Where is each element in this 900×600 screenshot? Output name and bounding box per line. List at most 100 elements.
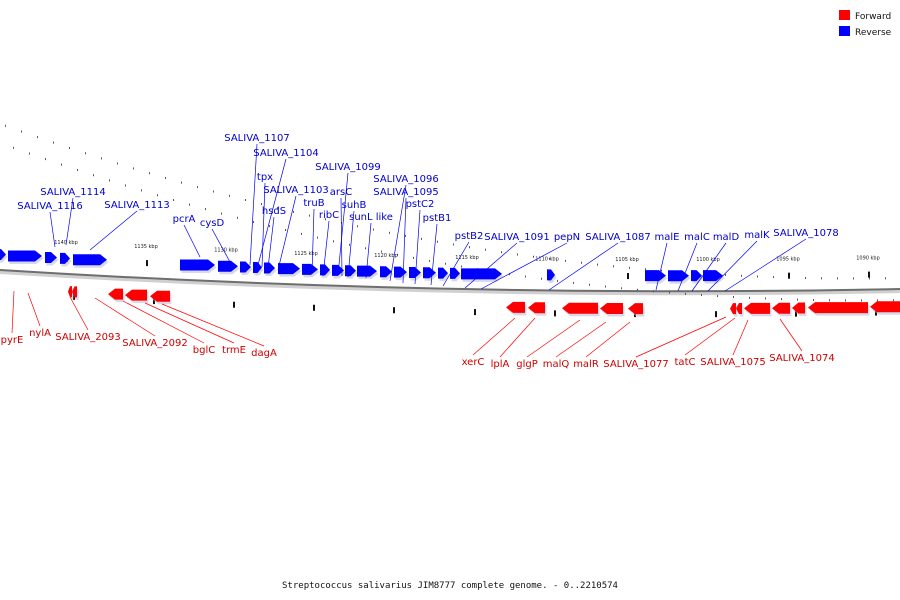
- minor-tick: [813, 298, 814, 301]
- minor-tick: [149, 172, 150, 175]
- minor-tick: [613, 265, 614, 268]
- minor-tick: [645, 268, 646, 271]
- minor-tick: [117, 162, 118, 165]
- minor-tick: [549, 257, 550, 260]
- reverse-gene-label: SALIVA_1103: [263, 185, 328, 196]
- forward-gene-arrow: [506, 301, 525, 313]
- minor-tick: [5, 124, 6, 127]
- scale-tick-label: 1125 kbp: [294, 251, 318, 257]
- gene-labels: SALIVA_1116 SALIVA_1114 SALIVA_1113 pcrA cys…: [1, 133, 839, 370]
- forward-gene-arrow: [628, 303, 643, 315]
- forward-gene-arrow: [108, 288, 123, 300]
- minor-tick: [573, 281, 574, 284]
- reverse-gene-label: SALIVA_1078: [773, 228, 838, 239]
- minor-tick: [221, 212, 222, 215]
- reverse-gene-label: tpx: [257, 172, 273, 183]
- forward-gene-arrow: [870, 301, 900, 313]
- minor-tick: [653, 290, 654, 293]
- reverse-label-leader: [402, 197, 407, 284]
- forward-gene-label: SALIVA_2092: [122, 338, 187, 349]
- minor-tick: [517, 253, 518, 256]
- forward-gene-arrow: [792, 302, 805, 314]
- reverse-gene-label: SALIVA_1099: [315, 162, 380, 173]
- reverse-label-leader: [249, 143, 258, 266]
- reverse-label-leader: [340, 197, 343, 277]
- forward-gene-arrow: [736, 303, 742, 315]
- reverse-gene-label: SALIVA_1087: [585, 232, 650, 243]
- genome-backbone: [0, 269, 900, 296]
- reverse-gene-label: SALIVA_1104: [253, 148, 318, 159]
- reverse-gene-label: arsC: [330, 187, 352, 198]
- minor-tick: [293, 210, 294, 213]
- forward-gene-label: SALIVA_1074: [769, 353, 834, 364]
- minor-tick: [389, 231, 390, 234]
- minor-tick: [445, 262, 446, 265]
- reverse-gene-arrow: [332, 264, 344, 276]
- minor-tick: [805, 276, 806, 279]
- minor-tick: [413, 256, 414, 259]
- minor-tick: [61, 163, 62, 166]
- scale-tick-label: 1110 kbp: [535, 256, 559, 262]
- scale-tick-label: 1105 kbp: [615, 257, 639, 263]
- reverse-gene-label: malK: [744, 230, 770, 241]
- reverse-label-leader: [464, 242, 518, 289]
- forward-gene-label: malR: [573, 359, 599, 370]
- legend-reverse-label: Reverse: [855, 28, 892, 38]
- forward-label-leader: [122, 300, 205, 344]
- forward-label-leader: [499, 317, 536, 358]
- forward-label-leader: [585, 321, 631, 358]
- reverse-gene-label: SALIVA_1095: [373, 187, 438, 198]
- minor-tick: [397, 253, 398, 256]
- minor-tick: [685, 292, 686, 295]
- minor-tick: [469, 246, 470, 249]
- scale-tick-label: 1115 kbp: [455, 255, 479, 261]
- reverse-gene-arrow: [438, 267, 448, 279]
- major-tick: [153, 298, 155, 305]
- minor-tick: [853, 277, 854, 280]
- minor-tick: [125, 184, 126, 187]
- minor-tick: [797, 298, 798, 301]
- minor-tick: [309, 214, 310, 217]
- forward-label-leader: [69, 296, 89, 331]
- minor-tick: [317, 236, 318, 239]
- minor-tick: [565, 259, 566, 262]
- forward-gene-label: SALIVA_2093: [55, 332, 120, 343]
- minor-tick: [661, 269, 662, 272]
- reverse-label-leader: [311, 208, 315, 275]
- reverse-label-leader: [267, 216, 275, 269]
- forward-gene-label: nylA: [29, 328, 51, 339]
- forward-gene-label: xerC: [462, 357, 485, 368]
- minor-tick: [253, 220, 254, 223]
- major-tick: [393, 307, 395, 314]
- forward-gene-arrow: [600, 302, 623, 314]
- reverse-label-leader: [89, 210, 138, 251]
- reverse-gene-arrow: [264, 262, 275, 274]
- reverse-gene-arrow: [345, 265, 356, 277]
- minor-tick: [213, 190, 214, 193]
- reverse-gene-label: SALIVA_1116: [17, 201, 82, 212]
- minor-tick: [237, 216, 238, 219]
- major-tick: [627, 273, 629, 280]
- minor-tick: [197, 186, 198, 189]
- minor-tick: [837, 277, 838, 280]
- forward-gene-arrow: [68, 286, 72, 298]
- minor-tick: [77, 168, 78, 171]
- minor-tick: [189, 203, 190, 206]
- reverse-gene-label: SALIVA_1096: [373, 174, 438, 185]
- reverse-gene-label: malE: [655, 232, 680, 243]
- reverse-label-leader: [65, 197, 74, 246]
- minor-tick: [485, 248, 486, 251]
- reverse-label-leader: [183, 224, 201, 258]
- minor-tick: [333, 240, 334, 243]
- reverse-gene-arrow: [0, 249, 6, 261]
- minor-tick: [85, 152, 86, 155]
- forward-label-leader: [555, 321, 607, 358]
- minor-tick: [157, 194, 158, 197]
- reverse-gene-arrow: [691, 270, 702, 282]
- reverse-label-leader: [389, 184, 407, 282]
- reverse-gene-label: suhB: [342, 200, 367, 211]
- reverse-label-leader: [347, 210, 355, 278]
- reverse-gene-arrow: [60, 252, 70, 264]
- forward-label-leader: [732, 319, 749, 356]
- forward-gene-label: dagA: [251, 348, 277, 359]
